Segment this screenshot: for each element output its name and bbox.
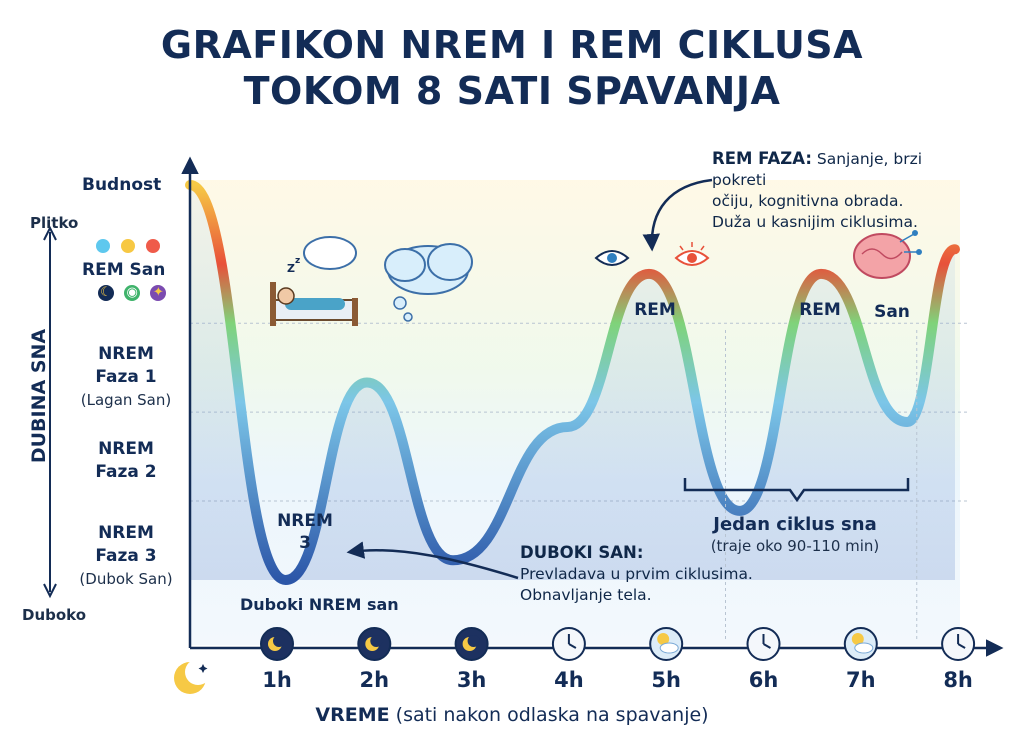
rem-annotation-line1: Sanjanje, brzi pokreti [712, 150, 923, 189]
x-tick-icons [260, 627, 976, 661]
level-nrem1: NREM Faza 1 (Lagan San) [80, 344, 172, 409]
rem-dot-yellow [121, 239, 136, 253]
level-rem: REM San [82, 260, 166, 280]
cycle-title: Jedan ciklus sna [713, 514, 877, 535]
rem-annotation-title: REM FAZA: [712, 149, 812, 168]
region-label-nrem3: NREM 3 [277, 511, 333, 553]
x-tick-label: 2h [359, 668, 390, 692]
region-label-san: San [874, 302, 910, 322]
x-axis-label: VREME (sati nakon odlaska na spavanje) [315, 704, 709, 726]
deep-nrem-label: Duboki NREM san [240, 595, 399, 614]
rem-dot-blue [96, 239, 110, 253]
rem-annotation: REM FAZA: Sanjanje, brzi pokreti očiju, … [712, 148, 972, 233]
level-nrem3: NREM Faza 3 (Dubok San) [79, 523, 173, 588]
hour-guides [725, 330, 918, 640]
moon-icon [357, 627, 392, 661]
stars-icon [454, 627, 489, 661]
title-line-2: TOKOM 8 SATI SPAVANJA [243, 69, 781, 113]
cycle-bracket [683, 478, 910, 503]
chart-title: GRAFIKON NREM I REM CIKLUSA TOKOM 8 SATI… [0, 22, 1024, 114]
y-axis-label: DUBINA SNA [28, 328, 50, 464]
rem-icons: ☾ ◉ ✦ [95, 285, 169, 301]
rem-arrow [642, 178, 713, 252]
cycle-label: Jedan ciklus sna (traje oko 90-110 min) [680, 514, 910, 555]
brain-icon [853, 230, 922, 279]
sleep-depth-curve [185, 180, 960, 585]
y-top-label: Plitko [30, 214, 79, 232]
cloud-icon [303, 236, 473, 322]
moon-icon: ☾ [98, 285, 114, 301]
deep-annotation-line2: Obnavljanje tela. [520, 586, 652, 604]
region-label-rem-2: REM [799, 300, 841, 320]
moon-icon [260, 627, 294, 661]
eye-icon [594, 250, 630, 266]
x-tick-label: 1h [262, 668, 292, 692]
x-tick-label: 7h [846, 668, 876, 692]
y-bottom-label: Duboko [22, 606, 87, 624]
depth-arrow-top [43, 225, 57, 241]
rem-annotation-line3: Duža u kasnijim ciklusima. [712, 213, 918, 231]
rem-dot-red [146, 239, 161, 253]
eye-icon-red [674, 242, 710, 266]
depth-arrow-bottom [43, 583, 57, 599]
level-nrem2: NREM Faza 2 [95, 439, 157, 482]
sun-cloud-icon [843, 627, 878, 661]
title-line-1: GRAFIKON NREM I REM CIKLUSA [160, 23, 864, 67]
region-label-rem-1: REM [634, 300, 676, 320]
svg-text:z: z [295, 256, 300, 266]
rem-annotation-line2: očiju, kognitivna obrada. [712, 192, 904, 210]
rem-dots [93, 238, 163, 257]
clock-icon [551, 627, 586, 661]
cycle-subtitle: (traje oko 90-110 min) [710, 537, 880, 555]
deep-annotation: DUBOKI SAN: Prevladava u prvim ciklusima… [520, 542, 790, 606]
level-budnost: Budnost [82, 175, 162, 195]
x-tick-label: 3h [456, 668, 487, 692]
sun-cloud-icon [649, 627, 684, 661]
star-icon: ✦ [150, 285, 167, 301]
x-tick-label: 5h [651, 668, 681, 692]
bed-sleeping-icon: Z z [270, 256, 358, 326]
deep-arrow [346, 541, 519, 580]
clock-icon [941, 627, 976, 661]
svg-text:Z: Z [287, 262, 295, 275]
clock-icon [746, 627, 781, 661]
deep-annotation-title: DUBOKI SAN: [520, 543, 644, 562]
x-tick-label: 6h [748, 668, 779, 692]
x-tick-label: 4h [554, 668, 584, 692]
eye-icon: ◉ [124, 285, 141, 301]
x-tick-label: 8h [943, 668, 973, 692]
crescent-moon-icon [174, 659, 211, 694]
deep-annotation-line1: Prevladava u prvim ciklusima. [520, 565, 753, 583]
